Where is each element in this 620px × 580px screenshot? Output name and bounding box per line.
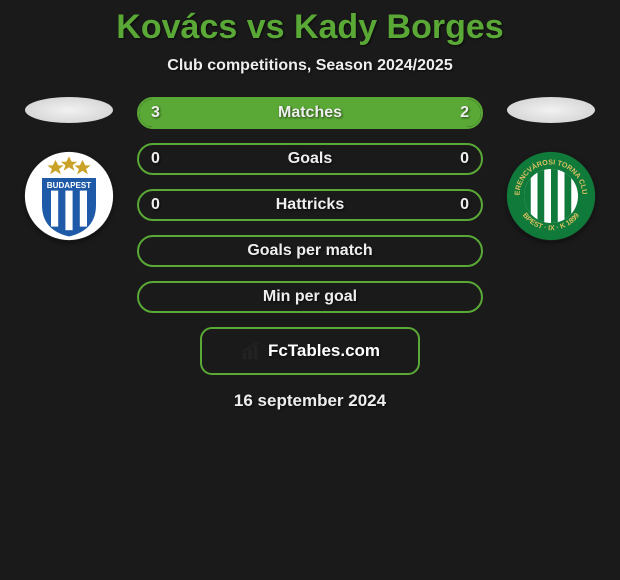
stat-value-left: 0 [151,150,160,168]
player-left-column: BUDAPEST [19,97,119,241]
date-label: 16 september 2024 [0,391,620,411]
player-right-column: FERENCVÁROSI TORNA CLUB BPEST · IX · K 1… [501,97,601,241]
stat-row: 0 Hattricks 0 [137,189,483,221]
stat-value-right: 0 [460,196,469,214]
page-title: Kovács vs Kady Borges [0,8,620,47]
stat-label: Min per goal [263,288,357,306]
stat-row: Min per goal [137,281,483,313]
stat-label: Goals per match [247,242,372,260]
club-right-badge: FERENCVÁROSI TORNA CLUB BPEST · IX · K 1… [506,151,596,241]
brand-box: FcTables.com [200,327,420,375]
stat-row: 3 Matches 2 [137,97,483,129]
stat-label: Matches [278,104,342,122]
page-subtitle: Club competitions, Season 2024/2025 [0,57,620,75]
stat-value-right: 0 [460,150,469,168]
stat-row: 0 Goals 0 [137,143,483,175]
brand-text: FcTables.com [268,341,380,361]
player-right-placeholder-icon [507,97,595,123]
bar-chart-icon [240,340,262,362]
club-left-badge: BUDAPEST [24,151,114,241]
stat-value-left: 0 [151,196,160,214]
comparison-grid: BUDAPEST 3 Matches 2 0 Goals 0 0 Hattricks 0 Goal… [0,97,620,313]
svg-text:BUDAPEST: BUDAPEST [47,181,91,190]
stat-value-left: 3 [151,104,160,122]
stat-row: Goals per match [137,235,483,267]
stat-value-right: 2 [460,104,469,122]
stats-column: 3 Matches 2 0 Goals 0 0 Hattricks 0 Goals per mat… [137,97,483,313]
stat-label: Hattricks [276,196,344,214]
player-left-placeholder-icon [25,97,113,123]
stat-label: Goals [288,150,332,168]
